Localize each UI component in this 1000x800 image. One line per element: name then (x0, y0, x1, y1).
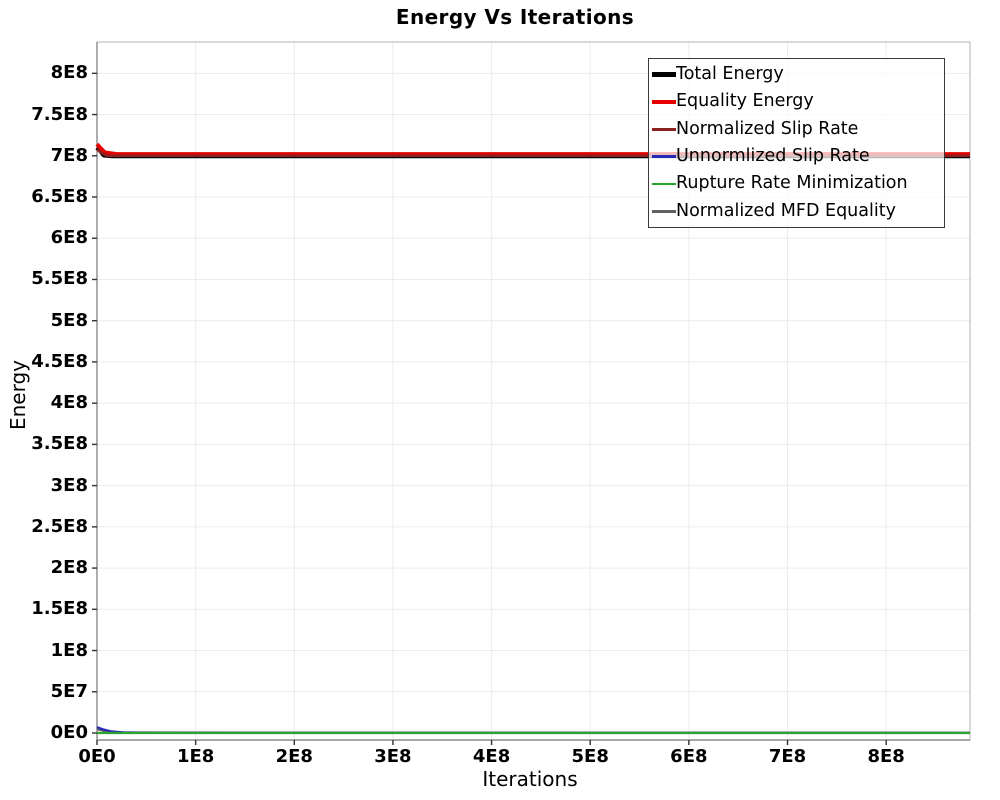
legend-swatch-line (652, 210, 676, 213)
legend-item-label: Equality Energy (676, 91, 814, 112)
series-line-normalized-slip-rate (96, 148, 970, 158)
legend-swatch-line (652, 72, 676, 78)
legend-item-label: Rupture Rate Minimization (676, 173, 908, 194)
y-axis-title: Energy (6, 359, 30, 431)
legend-swatch-line (652, 128, 676, 131)
legend-item: Equality Energy (652, 93, 944, 111)
legend-item-label: Unnormlized Slip Rate (676, 145, 870, 166)
legend-item-label: Normalized Slip Rate (676, 118, 859, 139)
legend-item: Unnormlized Slip Rate (652, 145, 944, 166)
series-line-equality-energy (95, 142, 970, 157)
legend-swatch-line (652, 99, 676, 104)
legend: Total Energy Equality Energy Normalized Sl… (648, 58, 945, 228)
legend-item-label: Normalized MFD Equality (676, 200, 896, 221)
legend-swatch-line (652, 155, 676, 158)
legend-item: Rupture Rate Minimization (652, 175, 944, 193)
x-axis-title: Iterations (482, 767, 578, 791)
legend-item-label: Total Energy (676, 63, 784, 84)
legend-item: Total Energy (652, 63, 944, 84)
legend-item: Normalized Slip Rate (652, 118, 944, 139)
legend-item: Normalized MFD Equality (652, 200, 944, 221)
legend-swatch-line (652, 182, 676, 186)
chart-title: Energy Vs Iterations (395, 5, 635, 29)
